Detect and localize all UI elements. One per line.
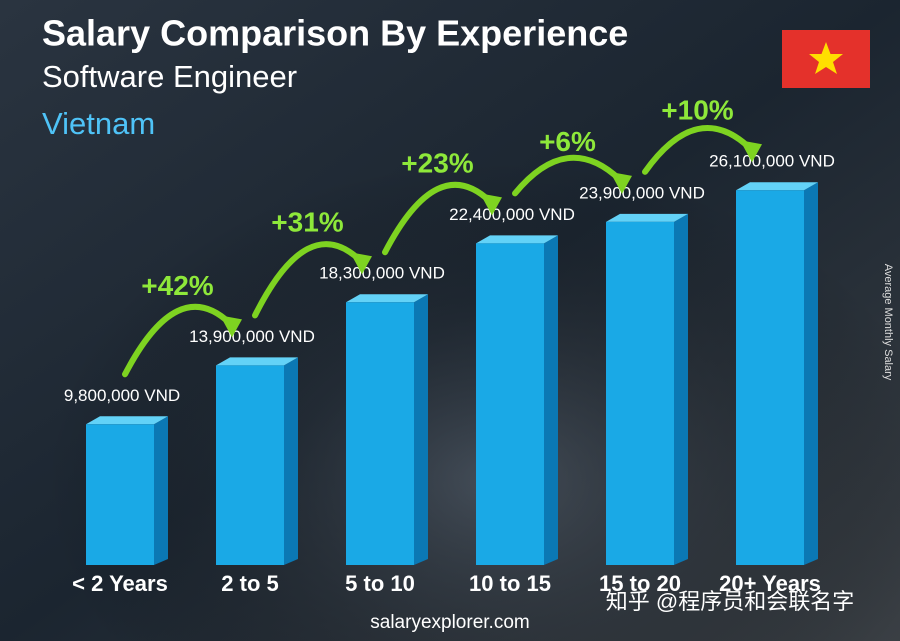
bar-top — [86, 416, 168, 425]
chart-subtitle: Software Engineer — [42, 59, 297, 94]
change-arrow — [252, 241, 363, 319]
bar-side — [414, 294, 428, 565]
bar-side — [804, 182, 818, 565]
bar — [476, 243, 544, 565]
value-label: 26,100,000 VND — [709, 152, 835, 171]
bar — [216, 365, 284, 565]
y-axis-label: Average Monthly Salary — [882, 264, 894, 381]
bar — [86, 424, 154, 565]
x-tick-label: 5 to 10 — [345, 571, 415, 596]
country: Vietnam — [42, 106, 155, 141]
x-tick-label: 15 to 20 — [599, 571, 681, 596]
change-arrowhead — [350, 252, 372, 275]
x-tick-label: < 2 Years — [72, 571, 168, 596]
bar-top — [346, 294, 428, 303]
change-label: +23% — [401, 148, 473, 179]
change-arrow — [642, 125, 753, 175]
x-tick-label: 2 to 5 — [221, 571, 278, 596]
chart-title: Salary Comparison By Experience — [42, 13, 628, 54]
change-arrowhead — [220, 315, 242, 338]
value-label: 13,900,000 VND — [189, 327, 315, 346]
flag-star — [809, 42, 843, 74]
bar-top — [606, 213, 688, 222]
bar — [736, 190, 804, 565]
change-label: +6% — [539, 126, 596, 157]
value-label: 9,800,000 VND — [64, 386, 180, 405]
bar-top — [476, 235, 558, 244]
bar-side — [674, 213, 688, 566]
watermark: 知乎 @程序员和会联名字 — [606, 589, 854, 614]
change-label: +42% — [141, 270, 213, 301]
change-label: +31% — [271, 207, 343, 238]
change-arrow — [512, 154, 623, 197]
change-arrowhead — [610, 171, 632, 194]
footer: salaryexplorer.com — [370, 612, 529, 633]
bar-top — [736, 182, 818, 191]
x-tick-label: 20+ Years — [719, 571, 821, 596]
value-label: 22,400,000 VND — [449, 205, 575, 224]
bar-side — [154, 416, 168, 565]
bar-side — [284, 357, 298, 565]
bar — [606, 221, 674, 566]
change-arrowhead — [480, 193, 502, 216]
value-label: 23,900,000 VND — [579, 183, 705, 202]
change-arrowhead — [740, 140, 762, 163]
bar — [346, 302, 414, 565]
change-arrow — [122, 303, 233, 378]
x-tick-label: 10 to 15 — [469, 571, 551, 596]
bar-top — [216, 357, 298, 366]
value-label: 18,300,000 VND — [319, 264, 445, 283]
change-arrow — [382, 181, 493, 256]
bar-side — [544, 235, 558, 565]
change-label: +10% — [661, 95, 733, 126]
